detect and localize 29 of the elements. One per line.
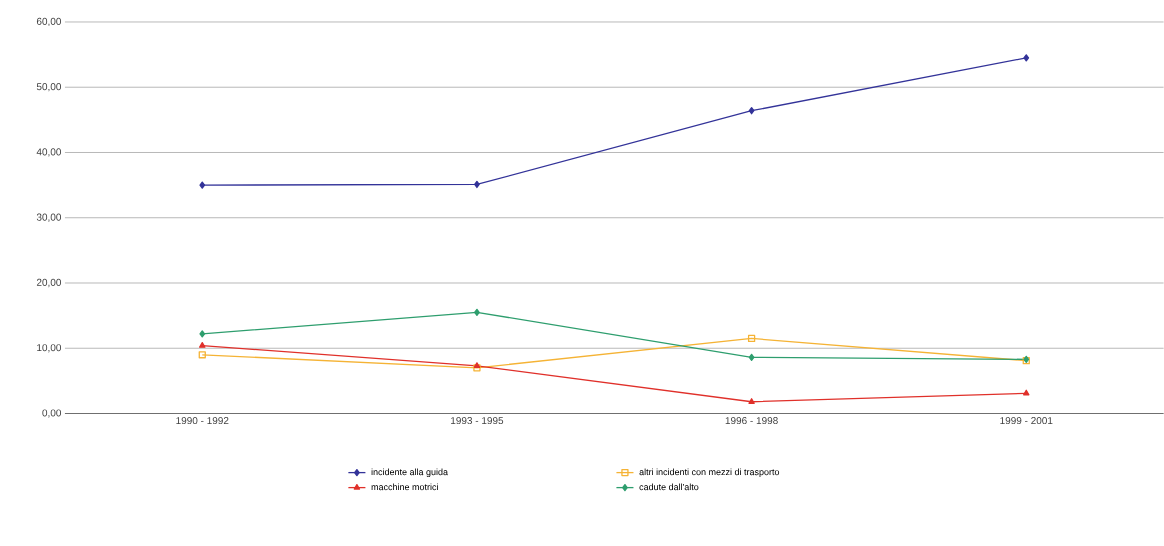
point xyxy=(1023,54,1030,62)
point xyxy=(747,334,756,342)
legend-label: cadute dall'alto xyxy=(639,483,699,491)
y-tick-label: 10,00 xyxy=(37,343,62,353)
point xyxy=(748,106,755,115)
x-tick-label: 1996 - 1998 xyxy=(725,416,778,424)
point xyxy=(473,364,481,372)
y-tick-label: 60,00 xyxy=(36,17,62,26)
point xyxy=(474,180,480,188)
point xyxy=(474,308,480,316)
point xyxy=(748,397,755,404)
point xyxy=(198,350,206,359)
x-tick-label: 1990 - 1992 xyxy=(176,416,229,424)
y-tick-label: 20,00 xyxy=(36,278,62,287)
point xyxy=(199,181,206,189)
point xyxy=(199,330,206,338)
y-tick-label: 30,00 xyxy=(36,213,62,222)
y-tick-label: 0,00 xyxy=(42,409,62,418)
point xyxy=(199,341,206,348)
point xyxy=(748,353,755,361)
y-tick-label: 50,00 xyxy=(36,82,62,92)
legend-label: incidente alla guida xyxy=(371,468,448,477)
x-tick-label: 1999 - 2001 xyxy=(1000,416,1053,424)
legend-label: altri incidenti con mezzi di trasporto xyxy=(639,468,780,477)
point xyxy=(473,362,481,368)
legend-label: macchine motrici xyxy=(371,483,438,491)
x-tick-label: 1993 - 1995 xyxy=(451,416,504,424)
y-tick-label: 40,00 xyxy=(36,148,62,157)
point xyxy=(1023,389,1030,396)
